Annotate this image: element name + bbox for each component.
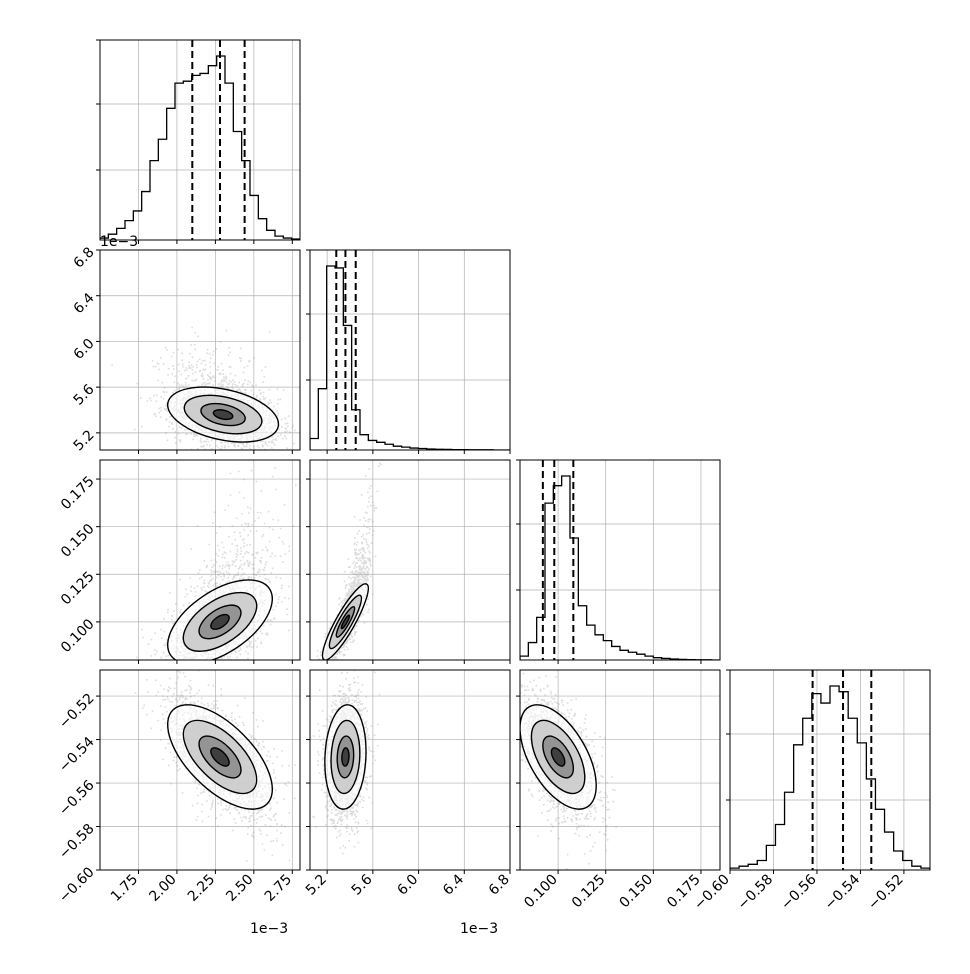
histogram-2	[520, 475, 720, 660]
x-tick-label-3-3: −0.54	[822, 871, 864, 913]
y-tick-label-1-4: 6.8	[71, 244, 98, 271]
y-tick-label-2-3: 0.175	[58, 473, 98, 513]
axes-frame-3-1	[309, 669, 511, 871]
y-tick-label-1-0: 5.2	[71, 427, 98, 454]
x-tick-label-3-2: −0.56	[778, 871, 820, 913]
panel-inner-3-0	[100, 670, 300, 870]
y-tick-label-2-1: 0.125	[58, 569, 98, 609]
y-tick-label-1-3: 6.4	[71, 290, 98, 317]
panel-2-0	[96, 459, 301, 664]
x-tick-label-0-1: 2.00	[146, 872, 179, 905]
x-tick-label-2-0: 0.100	[521, 872, 561, 912]
panel-inner-3-3	[730, 670, 930, 870]
panel-3-0	[96, 669, 301, 874]
y-offset-text-1: 1e−3	[100, 234, 138, 250]
panel-1-0	[96, 249, 301, 454]
x-tick-label-1-1: 5.6	[349, 871, 376, 898]
axes-frame-0-0	[99, 39, 301, 241]
panel-0-0	[96, 39, 301, 244]
y-tick-label-2-2: 0.150	[58, 521, 98, 561]
axes-frame-1-1	[309, 249, 511, 451]
scatter-points-2-1	[316, 462, 382, 660]
x-tick-label-2-1: 0.125	[569, 872, 609, 912]
panel-2-1	[306, 459, 511, 664]
x-tick-label-0-3: 2.50	[223, 872, 256, 905]
density-contour-2-0-3	[210, 613, 230, 630]
scatter-path-2-1	[316, 462, 382, 660]
panel-inner-2-1	[310, 460, 510, 660]
x-tick-label-3-1: −0.58	[735, 872, 777, 914]
x-offset-text-0: 1e−3	[250, 921, 288, 937]
histogram-3	[730, 685, 930, 870]
panel-inner-3-2	[520, 670, 720, 870]
axes-frame-2-2	[519, 459, 721, 661]
axes-frame-2-0	[99, 459, 301, 661]
panel-inner-2-2	[520, 460, 720, 660]
axes-frame-3-2	[519, 669, 721, 871]
axes-frame-2-1	[309, 459, 511, 661]
y-tick-label-3-3: −0.54	[56, 734, 98, 776]
panel-inner-3-1	[310, 670, 510, 870]
y-tick-label-3-0: −0.60	[56, 864, 98, 906]
density-contour-3-1-3	[341, 747, 350, 767]
y-tick-label-3-1: −0.58	[56, 821, 98, 863]
density-contour-1-0-3	[212, 409, 234, 421]
x-tick-label-0-0: 1.75	[108, 872, 141, 905]
axes-frame-1-0	[99, 249, 301, 451]
axes-frame-3-3	[729, 669, 931, 871]
density-contour-3-0-3	[210, 747, 230, 767]
histogram-0	[100, 55, 300, 240]
panel-3-3	[726, 669, 931, 874]
axes-frame-3-0	[99, 669, 301, 871]
x-tick-label-1-3: 6.4	[440, 871, 467, 898]
x-tick-label-0-4: 2.75	[262, 872, 295, 905]
x-tick-label-2-2: 0.150	[616, 872, 656, 912]
panel-3-2	[516, 669, 721, 874]
density-contour-2-1-3	[340, 614, 351, 630]
y-tick-label-3-2: −0.56	[56, 777, 98, 819]
density-contour-3-2-3	[550, 747, 566, 767]
x-tick-label-0-2: 2.25	[185, 872, 218, 905]
panel-2-2	[516, 459, 721, 664]
y-tick-label-2-0: 0.100	[58, 616, 98, 656]
x-offset-text-1: 1e−3	[460, 921, 498, 937]
panel-inner-1-1	[310, 250, 510, 450]
panel-inner-1-0	[100, 250, 300, 450]
x-tick-label-1-4: 6.8	[486, 872, 513, 899]
panel-inner-0-0	[100, 40, 300, 240]
y-tick-label-1-2: 6.0	[71, 336, 98, 363]
panel-inner-2-0	[100, 460, 300, 660]
y-tick-label-1-1: 5.6	[71, 381, 98, 408]
x-tick-label-1-0: 5.2	[303, 872, 330, 899]
panel-3-1	[306, 669, 511, 874]
x-tick-label-3-4: −0.52	[865, 872, 907, 914]
x-tick-label-1-2: 6.0	[394, 872, 421, 899]
histogram-1	[310, 265, 510, 450]
y-tick-label-3-4: −0.52	[56, 690, 98, 732]
panel-1-1	[306, 249, 511, 454]
